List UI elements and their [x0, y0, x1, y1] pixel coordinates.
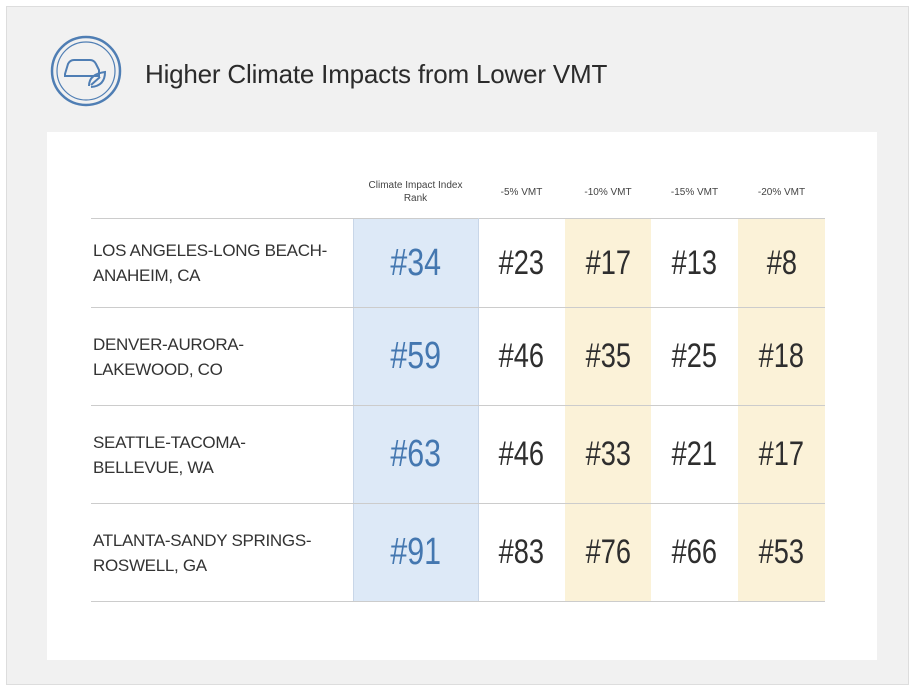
vmt-rank-cell: #23 [478, 218, 565, 308]
column-header: -15% VMT [670, 186, 719, 198]
rank-text: #21 [671, 435, 718, 473]
vmt-rank-cell: #8 [738, 218, 825, 308]
city-cell: SEATTLE-TACOMA- BELLEVUE, WA [91, 405, 353, 504]
header-row: Climate Impact Index Rank -5% VMT -10% VMT… [91, 166, 825, 219]
table-row: ATLANTA-SANDY SPRINGS- ROSWELL, GA #91 #83 #… [91, 503, 825, 602]
rank-text: #91 [390, 531, 441, 573]
city-cell: DENVER-AURORA- LAKEWOOD, CO [91, 307, 353, 406]
city-line: DENVER-AURORA- [93, 334, 244, 354]
index-rank-cell: #63 [352, 405, 479, 504]
vmt-rank-cell: #46 [478, 405, 565, 504]
title: Higher Climate Impacts from Lower VMT [145, 59, 608, 89]
vmt-rank-cell: #17 [565, 218, 651, 308]
rank-text: #53 [758, 533, 805, 571]
car-leaf-icon [50, 35, 122, 107]
vmt-rank-cell: #25 [651, 307, 738, 406]
city-line: ROSWELL, GA [93, 555, 207, 575]
rank-text: #8 [766, 243, 797, 282]
rank-text: #33 [585, 435, 631, 473]
column-header: -5% VMT [500, 186, 543, 198]
column-header: Climate Impact Index Rank [368, 180, 463, 204]
rank-text: #18 [758, 337, 805, 375]
city-line: LOS ANGELES-LONG BEACH- [93, 241, 328, 260]
table-row: LOS ANGELES-LONG BEACH- ANAHEIM, CA #34 #23… [91, 218, 825, 308]
vmt-rank-cell: #35 [565, 307, 651, 406]
vmt-rank-cell: #18 [738, 307, 825, 406]
index-rank-cell: #59 [352, 307, 479, 406]
rank-table: Climate Impact Index Rank -5% VMT -10% VMT… [91, 166, 825, 602]
city-line: ATLANTA-SANDY SPRINGS- [93, 530, 312, 550]
table-card: Climate Impact Index Rank -5% VMT -10% VMT… [47, 132, 877, 660]
vmt-rank-cell: #83 [478, 503, 565, 602]
table-body: LOS ANGELES-LONG BEACH- ANAHEIM, CA #34 #23… [91, 218, 825, 602]
city-line: BELLEVUE, WA [93, 457, 214, 477]
index-rank-cell: #91 [352, 503, 479, 602]
vmt-rank-cell: #17 [738, 405, 825, 504]
city-line: LAKEWOOD, CO [93, 359, 223, 379]
empty-header [91, 166, 353, 219]
vmt-rank-cell: #46 [478, 307, 565, 406]
rank-text: #23 [499, 243, 545, 282]
index-rank-cell: #34 [352, 218, 479, 308]
rank-text: #35 [585, 337, 631, 375]
rank-text: #46 [499, 435, 545, 473]
rank-text: #17 [585, 243, 631, 282]
vmt-rank-cell: #76 [565, 503, 651, 602]
vmt-rank-cell: #13 [651, 218, 738, 308]
city-line: ANAHEIM, CA [93, 266, 201, 285]
frame: Higher Climate Impacts from Lower VMT Cl… [6, 6, 909, 685]
table-row: DENVER-AURORA- LAKEWOOD, CO #59 #46 #35 #25 #1… [91, 307, 825, 406]
rank-text: #66 [671, 533, 718, 571]
vmt-rank-cell: #33 [565, 405, 651, 504]
rank-text: #17 [758, 435, 805, 473]
rank-text: #59 [390, 335, 441, 377]
vmt-rank-cell: #66 [651, 503, 738, 602]
rank-text: #13 [671, 243, 718, 282]
city-cell: LOS ANGELES-LONG BEACH- ANAHEIM, CA [91, 218, 353, 308]
city-line: SEATTLE-TACOMA- [93, 432, 246, 452]
rank-text: #63 [390, 433, 441, 475]
rank-text: #76 [585, 533, 631, 571]
rank-text: #25 [671, 337, 718, 375]
city-cell: ATLANTA-SANDY SPRINGS- ROSWELL, GA [91, 503, 353, 602]
rank-text: #46 [499, 337, 545, 375]
table-row: SEATTLE-TACOMA- BELLEVUE, WA #63 #46 #33 #21 #… [91, 405, 825, 504]
rank-text: #34 [390, 241, 441, 284]
column-header: -10% VMT [584, 186, 632, 198]
vmt-rank-cell: #53 [738, 503, 825, 602]
vmt-rank-cell: #21 [651, 405, 738, 504]
rank-text: #83 [499, 533, 545, 571]
column-header: -20% VMT [757, 186, 806, 198]
